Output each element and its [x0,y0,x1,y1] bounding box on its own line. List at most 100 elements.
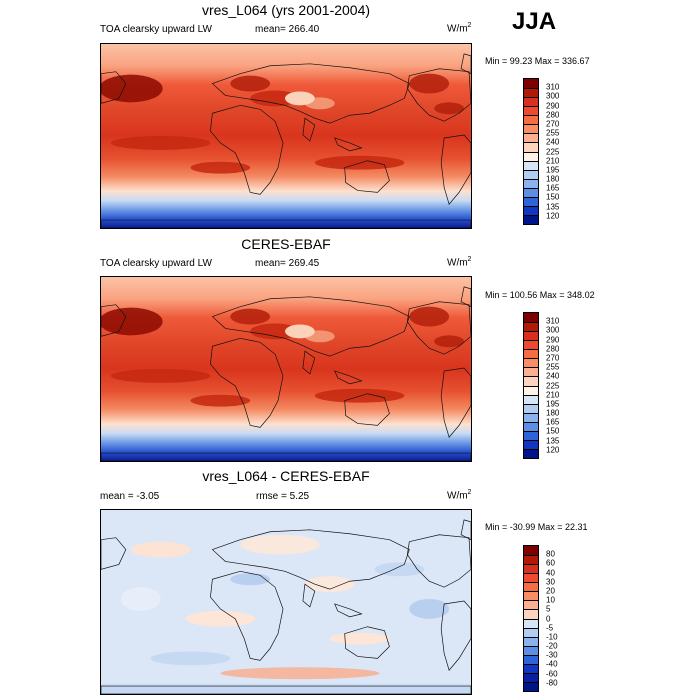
colorbar-swatch [524,79,538,89]
colorbar-tick-label: 240 [546,137,560,147]
colorbar-swatch [524,573,538,583]
colorbar-tick-label: 150 [546,192,560,202]
colorbar-swatch [524,645,538,655]
colorbar-tick-label: 150 [546,426,560,436]
colorbar-swatch [524,376,538,386]
colorbar-swatch [524,555,538,565]
colorbar-tick-label: 135 [546,436,560,446]
colorbar-swatch [524,349,538,359]
panel-1-title: vres_L064 (yrs 2001-2004) [201,2,371,18]
colorbar-tick-label: 195 [546,399,560,409]
colorbar-tick-label: 310 [546,82,560,92]
colorbar-swatch [524,178,538,188]
panel-1-mean: mean= 266.40 [255,24,320,35]
colorbar-swatch [524,600,538,610]
colorbar-tick-label: 255 [546,362,560,372]
colorbar-tick-label: -5 [546,623,554,633]
colorbar-tick-label: 255 [546,128,560,138]
colorbar-swatch [524,133,538,143]
colorbar-swatch [524,367,538,377]
colorbar-tick-label: 210 [546,156,560,166]
colorbar-tick-label: 120 [546,445,560,455]
colorbar-tick-label: 300 [546,91,560,101]
panel-1-unit: W/m2 [447,22,472,35]
colorbar-swatch [524,196,538,206]
colorbar-tick-label: 30 [546,577,555,587]
colorbar-swatch [524,421,538,431]
colorbar-swatch [524,564,538,574]
colorbar-tick-label: 270 [546,119,560,129]
panel-3-rmse: rmse = 5.25 [256,491,310,502]
panel-2-map [100,276,472,462]
panel-3-colorbar [523,545,539,692]
colorbar-tick-label: 195 [546,165,560,175]
colorbar-tick-label: 300 [546,325,560,335]
panel-3-min-max: Min = -30.99 Max = 22.31 [485,522,588,532]
colorbar-tick-label: 210 [546,390,560,400]
colorbar-swatch [524,663,538,673]
colorbar-swatch [524,187,538,197]
colorbar-tick-label: 135 [546,202,560,212]
colorbar-swatch [524,591,538,601]
colorbar-swatch [524,582,538,592]
colorbar-swatch [524,358,538,368]
colorbar-tick-label: -10 [546,632,558,642]
colorbar-swatch [524,151,538,161]
colorbar-swatch [524,385,538,395]
colorbar-swatch [524,394,538,404]
colorbar-swatch [524,124,538,134]
colorbar-tick-label: 180 [546,408,560,418]
colorbar-tick-label: 60 [546,558,555,568]
panel-1-map [100,43,472,229]
colorbar-swatch [524,214,538,224]
colorbar-swatch [524,654,538,664]
colorbar-swatch [524,322,538,332]
panel-2-colorbar [523,312,539,459]
colorbar-tick-label: 280 [546,110,560,120]
colorbar-swatch [524,618,538,628]
colorbar-swatch [524,681,538,691]
colorbar-tick-label: 120 [546,211,560,221]
panel-3-unit: W/m2 [447,489,472,502]
panel-2-title: CERES-EBAF [241,236,331,252]
panel-2-variable-label: TOA clearsky upward LW [100,258,212,269]
colorbar-swatch [524,627,538,637]
colorbar-swatch [524,609,538,619]
panel-1-min-max: Min = 99.23 Max = 336.67 [485,56,590,66]
colorbar-tick-label: 290 [546,101,560,111]
colorbar-swatch [524,142,538,152]
colorbar-swatch [524,636,538,646]
colorbar-tick-label: -20 [546,641,558,651]
colorbar-swatch [524,205,538,215]
colorbar-swatch [524,97,538,107]
colorbar-tick-label: 165 [546,183,560,193]
panel-1-variable-label: TOA clearsky upward LW [100,24,212,35]
colorbar-tick-label: 280 [546,344,560,354]
colorbar-tick-label: -60 [546,669,558,679]
colorbar-tick-label: 290 [546,335,560,345]
colorbar-tick-label: 225 [546,381,560,390]
colorbar-tick-label: 165 [546,417,560,427]
panel-1-colorbar [523,78,539,225]
colorbar-swatch [524,115,538,125]
colorbar-swatch [524,430,538,440]
colorbar-tick-label: 80 [546,549,555,559]
colorbar-tick-label: 20 [546,586,555,596]
panel-3-mean: mean = -3.05 [100,491,160,502]
colorbar-swatch [524,439,538,449]
colorbar-swatch [524,106,538,116]
colorbar-tick-label: -30 [546,650,558,660]
colorbar-swatch [524,169,538,179]
colorbar-tick-label: -40 [546,659,558,669]
colorbar-tick-label: 270 [546,353,560,363]
colorbar-tick-label: 240 [546,371,560,381]
colorbar-tick-label: 40 [546,568,555,578]
colorbar-swatch [524,412,538,422]
panel-3-map [100,509,472,695]
colorbar-swatch [524,331,538,341]
colorbar-swatch [524,546,538,556]
panel-3-title: vres_L064 - CERES-EBAF [202,468,370,484]
colorbar-swatch [524,313,538,323]
colorbar-swatch [524,340,538,350]
colorbar-tick-label: 180 [546,174,560,184]
